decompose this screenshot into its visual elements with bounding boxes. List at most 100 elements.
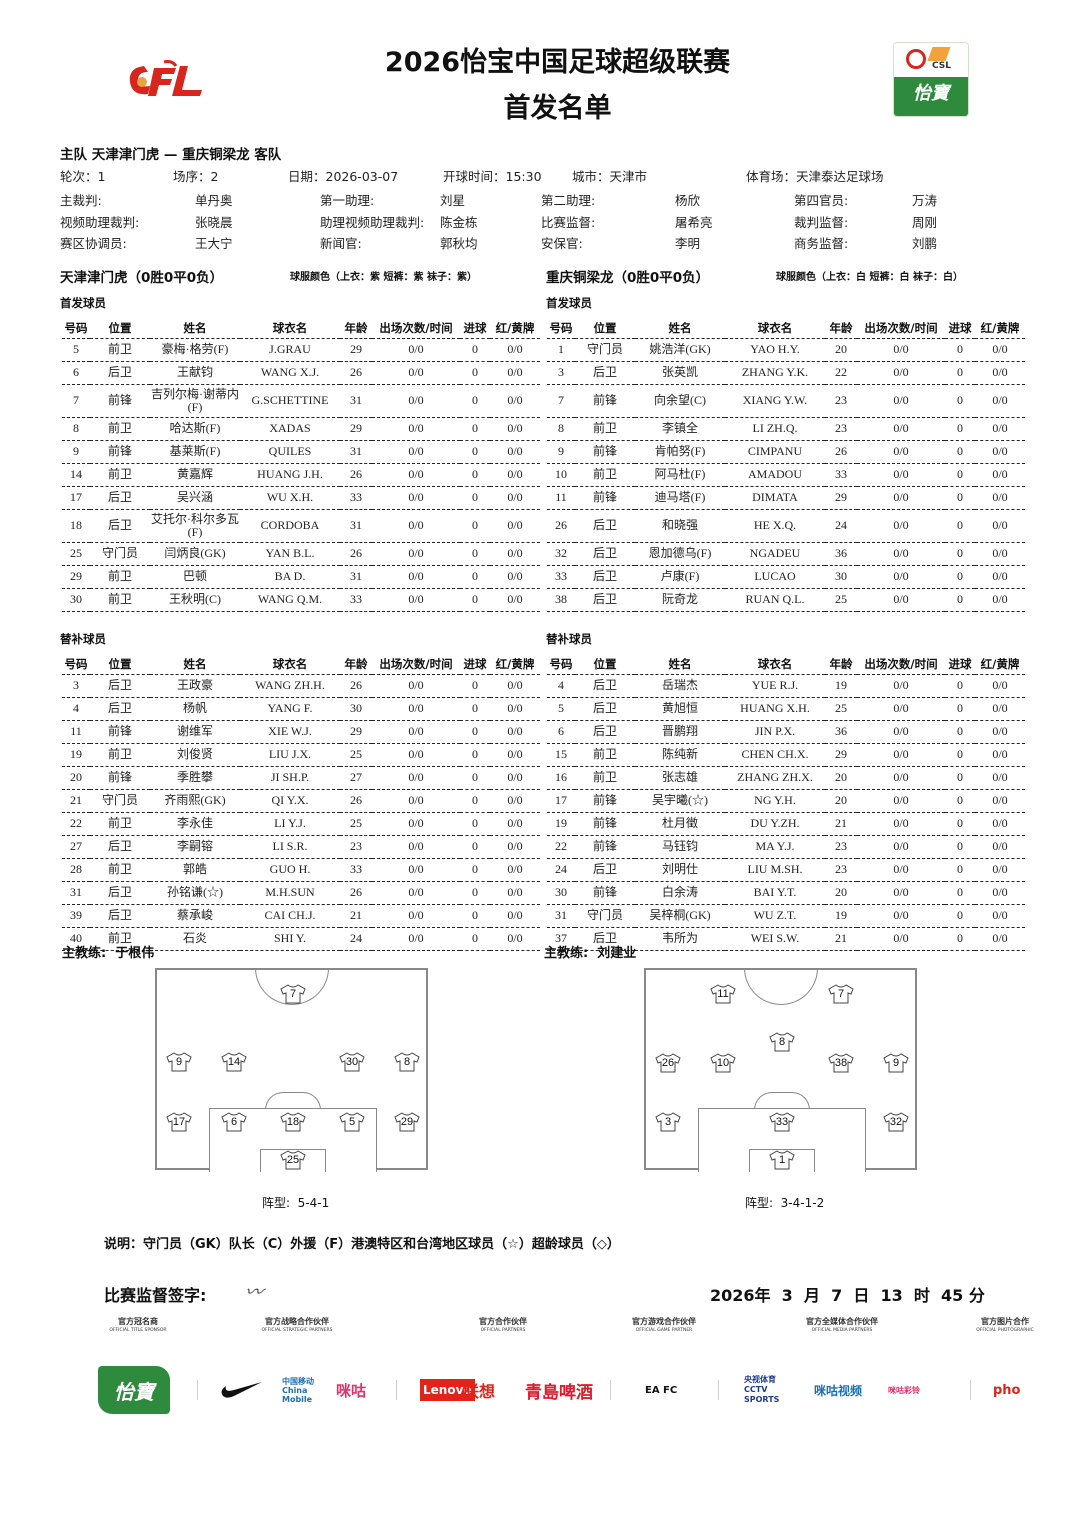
cell-appearances: 0/0 xyxy=(372,904,460,928)
cell-cards: 0/0 xyxy=(975,927,1025,951)
shirt-number: 29 xyxy=(400,1116,414,1128)
cell-number: 22 xyxy=(62,812,90,836)
cell-appearances: 0/0 xyxy=(372,720,460,744)
official-value: 张晓晨 xyxy=(195,215,233,230)
cell-name: 李嗣镕 xyxy=(150,835,240,859)
cell-appearances: 0/0 xyxy=(372,542,460,566)
column-header-appearances: 出场次数/时间 xyxy=(372,654,460,675)
cell-name: 王献钧 xyxy=(150,361,240,385)
cell-position: 后卫 xyxy=(90,486,150,510)
player-row: 8 前卫 哈达斯(F) XADAS 29 0/0 0 0/0 xyxy=(62,417,540,441)
shirt-number: 5 xyxy=(348,1116,356,1128)
home-starters-label: 首发球员 xyxy=(60,296,106,310)
shirt-number: 6 xyxy=(230,1116,238,1128)
cell-cards: 0/0 xyxy=(490,697,540,721)
cell-cards: 0/0 xyxy=(490,361,540,385)
sponsor-cctv-sports-logo: 央视体育 CCTV SPORTS xyxy=(744,1375,780,1404)
player-row: 31 守门员 吴梓桐(GK) WU Z.T. 19 0/0 0 0/0 xyxy=(547,904,1025,928)
cell-appearances: 0/0 xyxy=(372,674,460,698)
sponsor-lenovo-cn-logo: 联想 xyxy=(463,1382,496,1401)
cell-appearances: 0/0 xyxy=(857,463,945,487)
cell-age: 19 xyxy=(825,904,857,928)
cell-appearances: 0/0 xyxy=(372,417,460,441)
cell-number: 1 xyxy=(547,338,575,362)
cell-name: 王政豪 xyxy=(150,674,240,698)
player-row: 4 后卫 杨帆 YANG F. 30 0/0 0 0/0 xyxy=(62,697,540,721)
player-row: 22 前锋 马钰钧 MA Y.J. 23 0/0 0 0/0 xyxy=(547,835,1025,859)
player-row: 3 后卫 王政豪 WANG ZH.H. 26 0/0 0 0/0 xyxy=(62,674,540,698)
cell-position: 后卫 xyxy=(90,697,150,721)
cell-position: 前锋 xyxy=(90,720,150,744)
sponsor-category-cn: 官方图片合作 xyxy=(981,1317,1029,1326)
cell-appearances: 0/0 xyxy=(372,812,460,836)
cell-shirt-name: HUANG X.H. xyxy=(725,697,825,721)
shirt-number: 7 xyxy=(289,988,297,1000)
cell-age: 26 xyxy=(340,674,372,698)
player-shirt-icon: 7 xyxy=(280,984,306,1004)
cell-appearances: 0/0 xyxy=(857,766,945,790)
cell-cards: 0/0 xyxy=(490,766,540,790)
player-row: 26 后卫 和晓强 HE X.Q. 24 0/0 0 0/0 xyxy=(547,509,1025,543)
cell-age: 33 xyxy=(340,588,372,612)
cell-age: 26 xyxy=(340,789,372,813)
cell-appearances: 0/0 xyxy=(857,542,945,566)
column-header-appearances: 出场次数/时间 xyxy=(372,318,460,339)
cell-position: 后卫 xyxy=(90,881,150,905)
cell-name: 马钰钧 xyxy=(635,835,725,859)
player-row: 32 后卫 恩加德乌(F) NGADEU 36 0/0 0 0/0 xyxy=(547,542,1025,566)
cell-goals: 0 xyxy=(460,927,490,951)
player-row: 16 前卫 张志雄 ZHANG ZH.X. 20 0/0 0 0/0 xyxy=(547,766,1025,790)
cell-number: 30 xyxy=(547,881,575,905)
cell-cards: 0/0 xyxy=(490,417,540,441)
sponsor-category-label: 官方图片合作 OFFICIAL PHOTOGRAPHIC xyxy=(945,1317,1065,1335)
cell-cards: 0/0 xyxy=(975,509,1025,543)
player-row: 10 前卫 阿马杜(F) AMADOU 33 0/0 0 0/0 xyxy=(547,463,1025,487)
cell-appearances: 0/0 xyxy=(372,881,460,905)
cell-position: 前锋 xyxy=(575,881,635,905)
cell-name: 刘俊贤 xyxy=(150,743,240,767)
cell-position: 后卫 xyxy=(90,509,150,543)
cell-shirt-name: WU Z.T. xyxy=(725,904,825,928)
cell-name: 张英凯 xyxy=(635,361,725,385)
cell-appearances: 0/0 xyxy=(857,904,945,928)
cell-goals: 0 xyxy=(945,417,975,441)
official-label: 主裁判: xyxy=(60,193,102,208)
official-value: 刘星 xyxy=(440,193,466,208)
cell-appearances: 0/0 xyxy=(372,440,460,464)
cell-age: 26 xyxy=(340,361,372,385)
sponsor-category-cn: 官方游戏合作伙伴 xyxy=(632,1317,696,1326)
cell-number: 9 xyxy=(62,440,90,464)
sponsor-lenovo-logo: Lenovo xyxy=(420,1379,475,1401)
cell-position: 前锋 xyxy=(90,384,150,418)
cell-appearances: 0/0 xyxy=(372,338,460,362)
cell-cards: 0/0 xyxy=(975,542,1025,566)
cell-name: 杨帆 xyxy=(150,697,240,721)
cell-cards: 0/0 xyxy=(490,858,540,882)
cell-appearances: 0/0 xyxy=(857,361,945,385)
sponsor-category-label: 官方合作伙伴 OFFICIAL PARTNERS xyxy=(443,1317,563,1335)
official-label: 视频助理裁判: xyxy=(60,215,140,230)
cell-number: 40 xyxy=(62,927,90,951)
player-row: 9 前锋 基莱斯(F) QUILES 31 0/0 0 0/0 xyxy=(62,440,540,464)
cell-goals: 0 xyxy=(945,463,975,487)
cell-age: 31 xyxy=(340,565,372,589)
cfl-logo xyxy=(126,60,206,100)
cell-position: 后卫 xyxy=(575,720,635,744)
cell-age: 29 xyxy=(825,743,857,767)
column-header-name: 姓名 xyxy=(635,654,725,675)
column-header-cards: 红/黄牌 xyxy=(975,318,1025,339)
official-value: 万涛 xyxy=(912,193,938,208)
cell-appearances: 0/0 xyxy=(372,361,460,385)
cell-name: 岳瑞杰 xyxy=(635,674,725,698)
cell-goals: 0 xyxy=(945,674,975,698)
home-coach: 主教练: 于根伟 xyxy=(62,946,155,961)
official-label: 助理视频助理裁判: xyxy=(320,215,425,230)
column-header-appearances: 出场次数/时间 xyxy=(857,654,945,675)
cell-goals: 0 xyxy=(945,440,975,464)
player-shirt-icon: 38 xyxy=(828,1053,854,1073)
cell-number: 24 xyxy=(547,858,575,882)
cell-cards: 0/0 xyxy=(490,835,540,859)
sponsor-category-cn: 官方全媒体合作伙伴 xyxy=(806,1317,878,1326)
cell-position: 后卫 xyxy=(575,858,635,882)
cell-cards: 0/0 xyxy=(975,835,1025,859)
